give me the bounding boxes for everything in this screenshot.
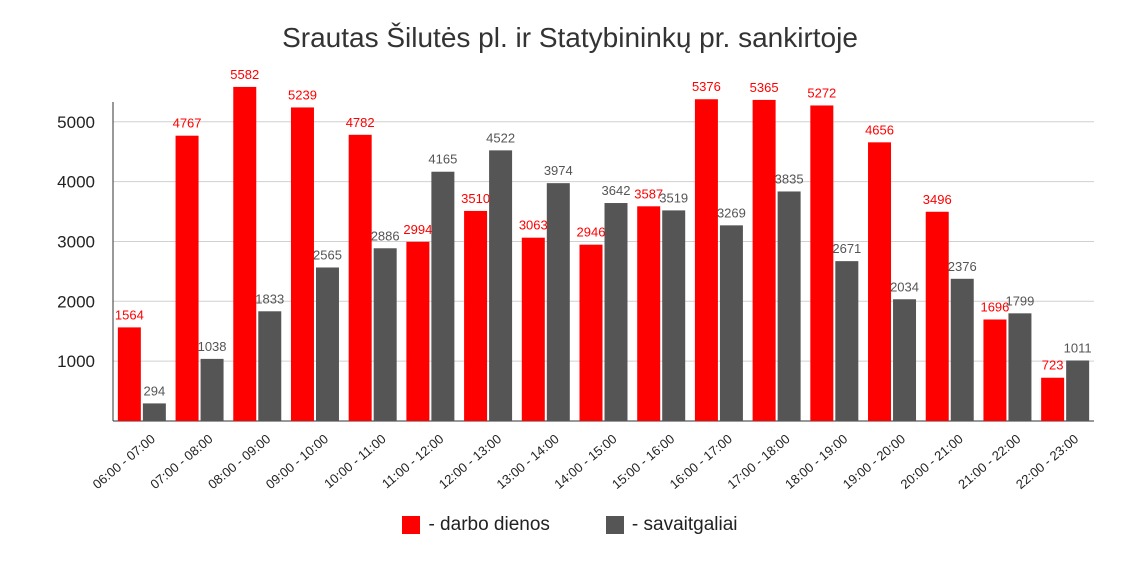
legend-label-weekends: - savaitgaliai xyxy=(631,514,738,535)
y-tick-label: 2000 xyxy=(57,292,95,311)
data-label-weekdays: 5365 xyxy=(750,80,779,95)
x-tick-label: 14:00 - 15:00 xyxy=(551,431,619,492)
legend-swatch-weekdays xyxy=(402,516,421,534)
data-label-weekends: 3519 xyxy=(659,190,688,205)
data-label-weekdays: 3496 xyxy=(923,192,952,207)
data-label-weekends: 2886 xyxy=(371,228,400,243)
bar-weekends xyxy=(1066,360,1090,421)
bar-weekdays xyxy=(983,319,1007,421)
data-label-weekdays: 5239 xyxy=(288,87,317,102)
data-label-weekdays: 2946 xyxy=(577,225,606,240)
bar-weekends xyxy=(893,299,917,421)
bar-weekdays xyxy=(1041,377,1065,421)
bar-weekends xyxy=(777,191,801,421)
legend-item-weekdays: - darbo dienos xyxy=(402,514,550,536)
bar-weekdays xyxy=(752,99,776,422)
data-label-weekends: 3835 xyxy=(775,171,804,186)
data-label-weekends: 1799 xyxy=(1005,293,1034,308)
x-tick-label: 19:00 - 20:00 xyxy=(840,431,908,492)
data-label-weekends: 4165 xyxy=(428,152,457,167)
data-label-weekdays: 4656 xyxy=(865,122,894,137)
bar-weekends xyxy=(1008,313,1032,421)
data-label-weekdays: 723 xyxy=(1042,358,1064,373)
y-tick-label: 4000 xyxy=(57,173,95,192)
data-label-weekdays: 5582 xyxy=(230,67,259,82)
bar-weekdays xyxy=(348,134,372,422)
data-label-weekdays: 4782 xyxy=(346,115,375,130)
bar-weekends xyxy=(835,261,859,421)
data-label-weekdays: 1564 xyxy=(115,307,144,322)
x-tick-label: 12:00 - 13:00 xyxy=(436,431,504,492)
x-tick-label: 17:00 - 18:00 xyxy=(724,431,792,492)
bar-weekdays xyxy=(406,241,430,421)
bar-weekends xyxy=(431,171,455,421)
x-tick-label: 20:00 - 21:00 xyxy=(897,431,965,492)
y-tick-label: 1000 xyxy=(57,352,95,371)
x-tick-label: 16:00 - 17:00 xyxy=(667,431,735,492)
data-label-weekends: 3642 xyxy=(602,183,631,198)
bar-weekdays xyxy=(175,135,199,421)
x-tick-label: 06:00 - 07:00 xyxy=(90,431,158,492)
data-label-weekdays: 1696 xyxy=(980,299,1009,314)
data-label-weekdays: 3510 xyxy=(461,191,490,206)
bar-weekends xyxy=(258,311,282,421)
bar-weekdays xyxy=(637,206,661,421)
x-tick-label: 08:00 - 09:00 xyxy=(205,431,273,492)
bar-weekends xyxy=(546,183,570,421)
data-label-weekends: 294 xyxy=(144,383,166,398)
bar-weekdays xyxy=(868,142,892,421)
data-label-weekdays: 5272 xyxy=(807,85,836,100)
bar-weekdays xyxy=(464,210,488,421)
data-label-weekends: 1038 xyxy=(198,339,227,354)
x-tick-label: 09:00 - 10:00 xyxy=(263,431,331,492)
chart-title: Srautas Šilutės pl. ir Statybininkų pr. … xyxy=(282,22,858,53)
bar-weekdays xyxy=(233,86,257,422)
bar-weekends xyxy=(662,210,686,421)
data-label-weekends: 1011 xyxy=(1064,340,1092,355)
bar-weekdays xyxy=(290,107,314,421)
data-label-weekdays: 5376 xyxy=(692,79,721,94)
x-tick-label: 18:00 - 19:00 xyxy=(782,431,850,492)
bar-weekends xyxy=(142,403,166,421)
bar-weekdays xyxy=(694,99,718,422)
x-tick-label: 07:00 - 08:00 xyxy=(147,431,215,492)
data-label-weekends: 2671 xyxy=(832,241,861,256)
x-tick-label: 10:00 - 11:00 xyxy=(321,431,389,491)
legend-swatch-weekends xyxy=(605,516,624,534)
y-tick-label: 5000 xyxy=(57,113,95,132)
bar-weekdays xyxy=(810,105,834,421)
x-tick-label: 13:00 - 14:00 xyxy=(494,431,562,492)
data-label-weekends: 4522 xyxy=(486,130,515,145)
bar-weekends xyxy=(373,248,397,421)
legend: - darbo dienos - savaitgaliai xyxy=(0,514,1140,536)
data-label-weekends: 2034 xyxy=(890,279,919,294)
bar-weekends xyxy=(200,358,224,421)
data-label-weekdays: 3063 xyxy=(519,218,548,233)
bar-weekends xyxy=(950,278,974,421)
bar-weekdays xyxy=(521,237,545,421)
data-label-weekdays: 3587 xyxy=(634,186,663,201)
data-label-weekends: 2376 xyxy=(948,259,977,274)
data-label-weekends: 1833 xyxy=(255,291,284,306)
bar-weekends xyxy=(315,267,339,421)
x-tick-label: 15:00 - 16:00 xyxy=(609,431,677,492)
data-label-weekends: 3269 xyxy=(717,205,746,220)
legend-item-weekends: - savaitgaliai xyxy=(605,514,738,536)
bar-weekdays xyxy=(925,211,949,421)
bar-weekends xyxy=(604,203,628,421)
data-label-weekdays: 2994 xyxy=(403,222,432,237)
data-label-weekends: 3974 xyxy=(544,163,573,178)
bar-weekends xyxy=(489,150,513,422)
legend-label-weekdays: - darbo dienos xyxy=(428,514,550,535)
y-tick-label: 3000 xyxy=(57,232,95,251)
bar-weekdays xyxy=(117,327,141,421)
x-tick-label: 21:00 - 22:00 xyxy=(955,431,1023,492)
bar-weekdays xyxy=(579,244,603,421)
bar-weekends xyxy=(719,225,743,421)
data-label-weekdays: 4767 xyxy=(173,116,202,131)
x-tick-label: 22:00 - 23:00 xyxy=(1013,431,1081,492)
data-label-weekends: 2565 xyxy=(313,247,342,262)
